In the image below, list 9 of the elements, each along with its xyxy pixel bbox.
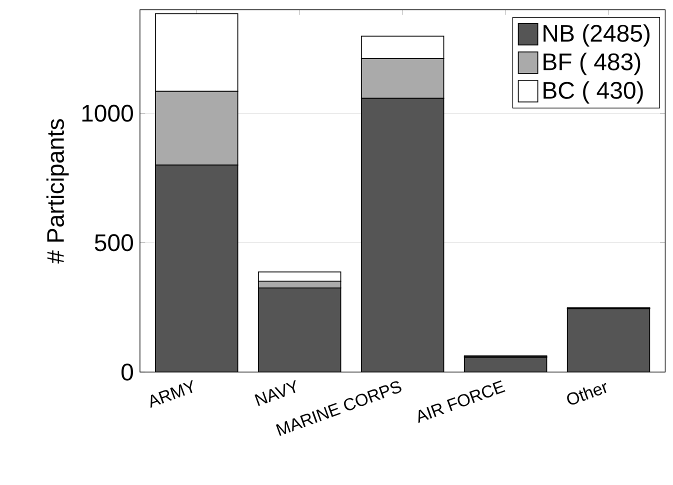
legend-label: BF ( 483) bbox=[544, 52, 640, 75]
x-tick-label: ARMY bbox=[150, 380, 193, 408]
legend-label: NB (2485) bbox=[544, 24, 650, 46]
legend-label: BC ( 430) bbox=[544, 81, 643, 104]
y-tick-label: 0 bbox=[122, 363, 133, 380]
y-tick-label: 500 bbox=[94, 234, 133, 252]
y-tick-label: 1000 bbox=[82, 104, 133, 122]
y-axis-title: # Participants bbox=[46, 119, 69, 264]
x-tick-label: Other bbox=[567, 382, 606, 404]
